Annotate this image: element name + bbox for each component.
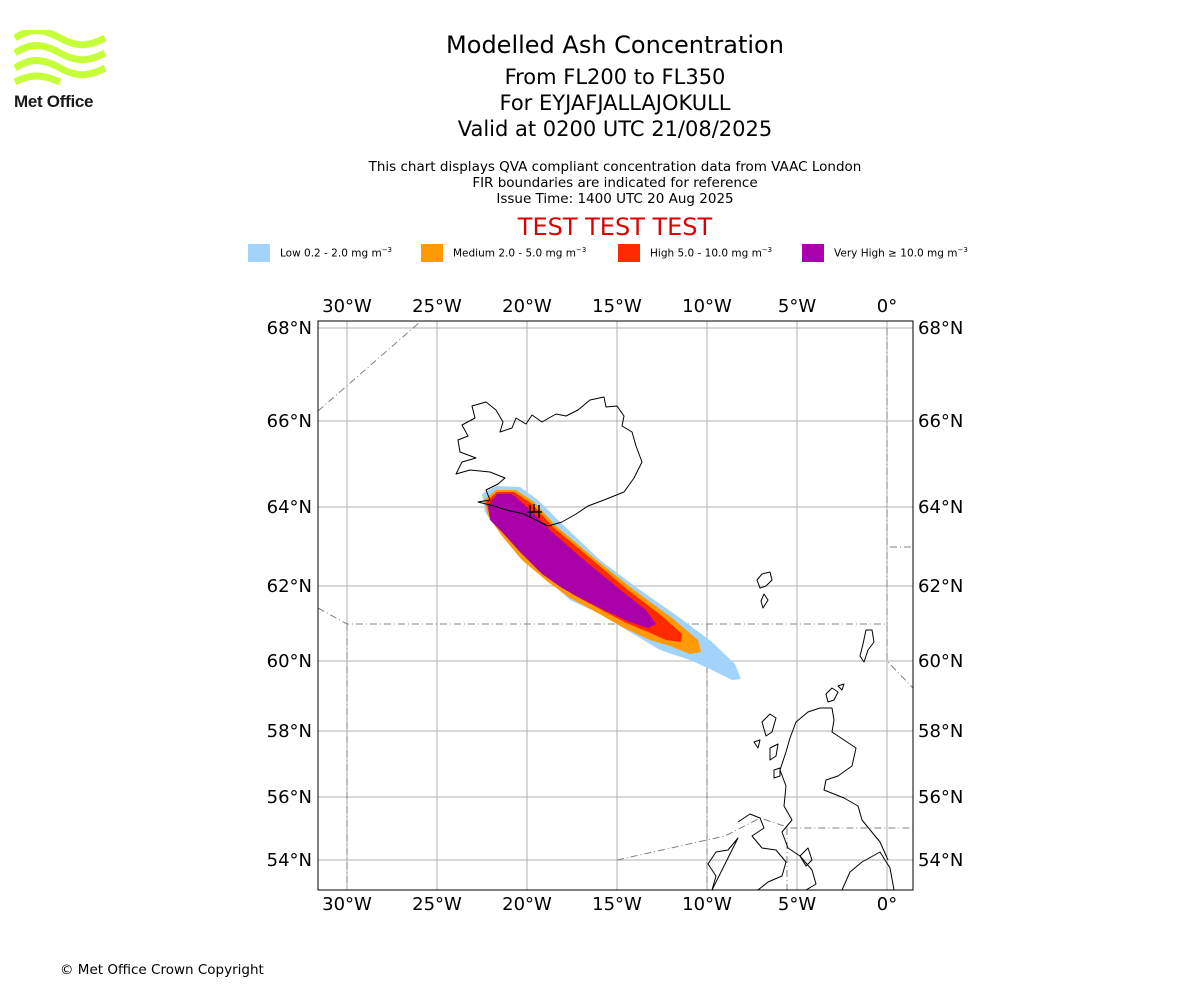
fir-boundaries: [318, 321, 913, 890]
lon-label: 0°: [877, 894, 897, 915]
volcano-title: For EYJAFJALLAJOKULL: [499, 91, 731, 115]
lon-label: 25°W: [412, 894, 462, 915]
lat-label: 62°N: [267, 576, 312, 597]
coastline-ireland: [707, 813, 787, 890]
lon-label: 30°W: [322, 296, 372, 317]
lat-label: 54°N: [918, 850, 963, 871]
legend-swatch-medium: [421, 244, 443, 262]
main-title: Modelled Ash Concentration: [446, 31, 784, 59]
met-office-logo: [13, 27, 114, 112]
lat-label: 62°N: [918, 576, 963, 597]
lat-label: 56°N: [918, 787, 963, 808]
coastline-iceland: [455, 396, 643, 527]
coastlines: [455, 396, 895, 890]
chart-titles: Modelled Ash Concentration From FL200 to…: [0, 30, 1200, 207]
lon-label: 0°: [877, 296, 897, 317]
lon-label: 30°W: [322, 894, 372, 915]
latitude-labels-left: 68°N 66°N 64°N 62°N 60°N 58°N 56°N 54°N: [267, 318, 312, 871]
legend-label-low: Low 0.2 - 2.0 mg m−3: [280, 246, 393, 260]
volcano-marker-icon: [527, 504, 542, 518]
legend-label-high: High 5.0 - 10.0 mg m−3: [650, 246, 773, 260]
legend-label-medium: Medium 2.0 - 5.0 mg m−3: [453, 246, 587, 260]
lon-label: 10°W: [682, 894, 732, 915]
map-frame: [317, 320, 914, 891]
valid-time-title: Valid at 0200 UTC 21/08/2025: [457, 117, 773, 141]
lat-label: 60°N: [918, 651, 963, 672]
longitude-labels-top: 30°W 25°W 20°W 15°W 10°W 5°W 0°: [322, 296, 897, 317]
lat-label: 66°N: [918, 411, 963, 432]
test-banner: TEST TEST TEST: [517, 213, 713, 241]
lat-label: 64°N: [267, 497, 312, 518]
lat-label: 64°N: [918, 497, 963, 518]
met-office-wave-logo-icon: [13, 27, 107, 86]
legend-swatch-low: [248, 244, 270, 262]
subtitle-line-2: FIR boundaries are indicated for referen…: [472, 175, 758, 191]
coastline-great-britain: [779, 707, 895, 890]
logo-text: Met Office: [14, 92, 94, 111]
lat-label: 56°N: [267, 787, 312, 808]
legend-swatch-very-high: [802, 244, 824, 262]
lat-label: 58°N: [918, 721, 963, 742]
lon-label: 20°W: [502, 296, 552, 317]
lon-label: 20°W: [502, 894, 552, 915]
subtitle-line-3: Issue Time: 1400 UTC 20 Aug 2025: [496, 191, 734, 207]
latitude-labels-right: 68°N 66°N 64°N 62°N 60°N 58°N 56°N 54°N: [918, 318, 963, 871]
legend-swatch-high: [618, 244, 640, 262]
lon-label: 10°W: [682, 296, 732, 317]
lat-label: 66°N: [267, 411, 312, 432]
lon-label: 15°W: [592, 894, 642, 915]
lat-label: 68°N: [918, 318, 963, 339]
ash-plume-very-high: [488, 494, 656, 628]
lon-label: 5°W: [778, 296, 816, 317]
lon-label: 15°W: [592, 296, 642, 317]
legend-label-very-high: Very High ≥ 10.0 mg m−3: [834, 246, 968, 260]
lon-label: 5°W: [778, 894, 816, 915]
lat-label: 58°N: [267, 721, 312, 742]
longitude-labels-bottom: 30°W 25°W 20°W 15°W 10°W 5°W 0°: [322, 894, 897, 915]
lat-label: 54°N: [267, 850, 312, 871]
flight-level-title: From FL200 to FL350: [504, 65, 726, 89]
lat-label: 68°N: [267, 318, 312, 339]
lat-label: 60°N: [267, 651, 312, 672]
copyright-notice: © Met Office Crown Copyright: [60, 962, 264, 978]
subtitle-line-1: This chart displays QVA compliant concen…: [368, 159, 862, 175]
lon-label: 25°W: [412, 296, 462, 317]
